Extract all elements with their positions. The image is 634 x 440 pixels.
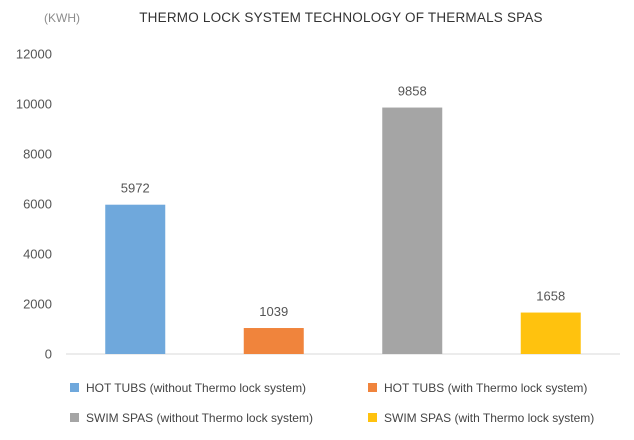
y-tick-label: 8000 bbox=[23, 147, 52, 162]
legend: HOT TUBS (without Thermo lock system) HOT… bbox=[70, 381, 594, 425]
value-labels: 5972 1039 9858 1658 bbox=[121, 84, 565, 319]
y-tick-label: 2000 bbox=[23, 297, 52, 312]
bar bbox=[382, 107, 443, 354]
bar bbox=[105, 204, 166, 354]
chart-title: THERMO LOCK SYSTEM TECHNOLOGY OF THERMAL… bbox=[139, 10, 543, 25]
y-axis-ticks: 0 2000 4000 6000 8000 10000 12000 bbox=[16, 47, 52, 362]
bar-value-label: 5972 bbox=[121, 181, 150, 196]
legend-swatch bbox=[70, 383, 79, 392]
legend-swatch bbox=[70, 413, 79, 422]
y-tick-label: 4000 bbox=[23, 247, 52, 262]
legend-label: SWIM SPAS (with Thermo lock system) bbox=[384, 411, 594, 425]
legend-swatch bbox=[368, 413, 377, 422]
bar bbox=[243, 328, 304, 354]
bar bbox=[520, 312, 581, 354]
unit-label: (KWH) bbox=[44, 11, 80, 25]
legend-label: SWIM SPAS (without Thermo lock system) bbox=[86, 411, 313, 425]
y-tick-label: 12000 bbox=[16, 47, 52, 62]
bars bbox=[105, 107, 581, 354]
bar-value-label: 1658 bbox=[536, 289, 565, 304]
legend-label: HOT TUBS (with Thermo lock system) bbox=[384, 381, 587, 395]
legend-label: HOT TUBS (without Thermo lock system) bbox=[86, 381, 306, 395]
y-tick-label: 6000 bbox=[23, 197, 52, 212]
y-tick-label: 0 bbox=[45, 347, 52, 362]
legend-swatch bbox=[368, 383, 377, 392]
y-tick-label: 10000 bbox=[16, 97, 52, 112]
bar-value-label: 1039 bbox=[259, 304, 288, 319]
bar-value-label: 9858 bbox=[398, 84, 427, 99]
